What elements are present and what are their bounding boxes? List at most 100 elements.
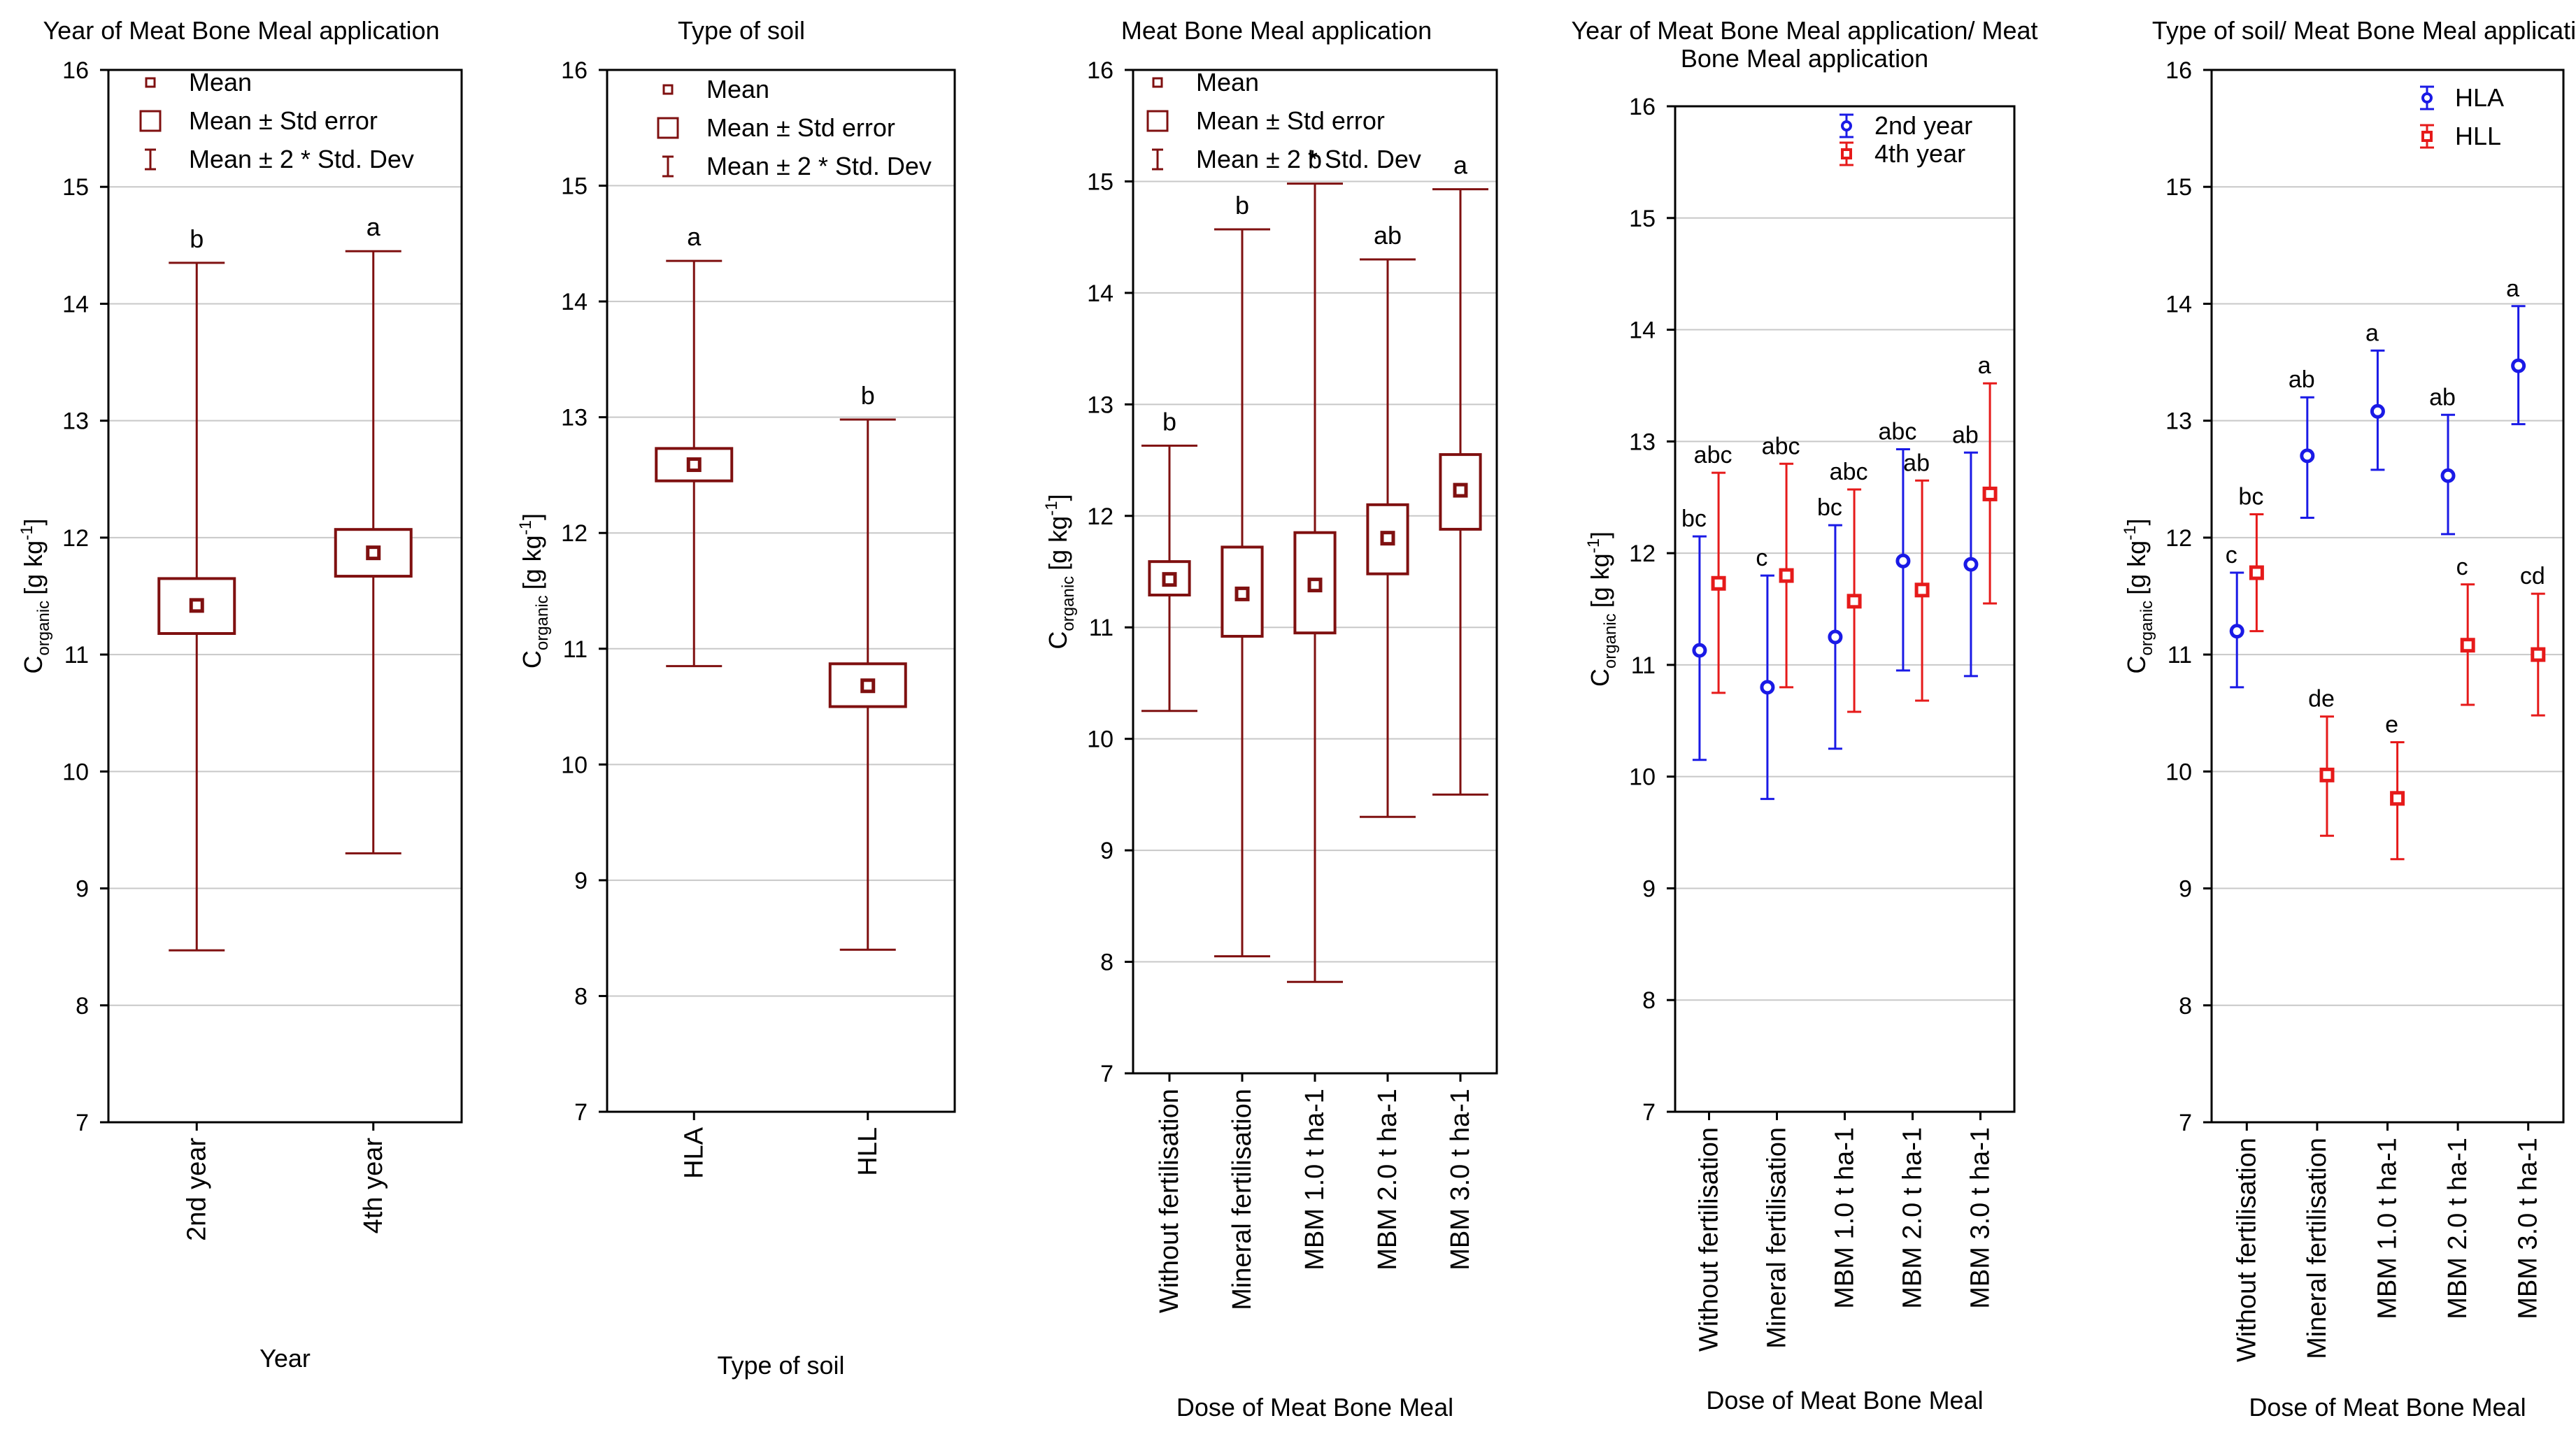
data-point	[2249, 565, 2264, 580]
group-letter: abc	[1830, 459, 1868, 485]
data-point	[2370, 403, 2385, 419]
group-letter: a	[1453, 151, 1468, 180]
y-axis-label-main: C	[518, 650, 546, 668]
data-point	[1760, 680, 1775, 695]
y-tick-label: 12	[62, 525, 89, 552]
group-letter: bc	[1817, 494, 1842, 521]
legend: HLA HLL	[2420, 83, 2504, 150]
y-axis-label: Corganic [g kg-1]	[1584, 531, 1620, 687]
y-tick-label: 8	[2179, 993, 2192, 1019]
legend-label: 4th year	[1874, 139, 1965, 168]
mean-marker	[1162, 572, 1177, 587]
box-group: b	[828, 381, 907, 951]
y-axis-label-close: ]	[19, 518, 48, 525]
y-axis-label-unit: [g kg	[2122, 541, 2151, 595]
y-tick-label: 10	[561, 752, 588, 778]
y-axis-label-main: C	[1044, 631, 1072, 650]
data-point	[1711, 575, 1726, 591]
legend-label: 2nd year	[1874, 111, 1972, 140]
y-tick-label: 16	[2165, 57, 2192, 84]
y-tick-label: 8	[76, 993, 89, 1019]
y-tick-label: 15	[1087, 169, 1113, 195]
x-tick-label: MBM 2.0 t ha-1	[1898, 1127, 1928, 1309]
y-tick-label: 9	[1642, 875, 1656, 902]
group-letter: ab	[1903, 450, 1930, 476]
legend-mean-symbol	[145, 77, 156, 88]
group-letter: bc	[2238, 483, 2263, 510]
y-tick-label: 8	[574, 983, 588, 1010]
data-point	[1779, 568, 1794, 583]
y-tick-label: 15	[2165, 174, 2192, 201]
data-point	[1982, 486, 1998, 501]
group-letter: b	[1162, 407, 1176, 436]
group-letter: abc	[1694, 442, 1732, 468]
y-tick-label: 7	[2179, 1110, 2192, 1136]
data-point	[1963, 557, 1979, 572]
x-axis-label: Dose of Meat Bone Meal	[2249, 1393, 2526, 1422]
x-tick-label: 4th year	[359, 1138, 388, 1234]
mean-marker	[1234, 586, 1250, 601]
y-tick-label: 11	[64, 642, 89, 668]
y-tick-label: 8	[1642, 987, 1656, 1014]
chart-title: Year of Meat Bone Meal application	[43, 16, 439, 45]
legend-mean-symbol	[1152, 77, 1163, 88]
x-tick-label: Without fertilisation	[2232, 1138, 2261, 1362]
x-axis-label: Type of soil	[717, 1351, 844, 1380]
legend-label: HLA	[2455, 83, 2504, 112]
y-axis-label-sup: -1	[17, 525, 36, 540]
x-tick-label: MBM 1.0 t ha-1	[1300, 1089, 1330, 1271]
data-point	[2531, 647, 2546, 662]
y-axis-label-close: ]	[2122, 518, 2151, 525]
group-letter: a	[367, 213, 381, 241]
plot-frame	[107, 69, 463, 1124]
legend-label: Mean ± Std error	[1196, 106, 1385, 135]
group-letter: ab	[2429, 384, 2456, 410]
y-axis-label-main: C	[19, 656, 48, 674]
box-group: b	[157, 224, 236, 952]
legend-marker	[2421, 131, 2433, 142]
group-letter: abc	[1879, 419, 1917, 445]
group-letter: b	[1235, 191, 1249, 220]
group-letter: ab	[1374, 221, 1402, 250]
y-axis-label: Corganic [g kg-1]	[516, 513, 552, 668]
x-tick-label: MBM 3.0 t ha-1	[1966, 1127, 1995, 1309]
y-tick-label: 13	[561, 405, 588, 431]
y-tick-label: 14	[1087, 280, 1113, 307]
chart-title: Type of soil/ Meat Bone Meal application	[2152, 16, 2576, 45]
y-tick-label: 16	[1629, 94, 1656, 120]
y-tick-label: 9	[574, 868, 588, 894]
y-tick-label: 13	[1629, 429, 1656, 455]
x-tick-label: Mineral fertilisation	[2303, 1138, 2332, 1359]
chart-panel-1: 7 8 9 10 11 12 13 14 15 16 2nd year 4th year Year of…	[17, 16, 463, 1373]
data-point	[2440, 468, 2456, 483]
chart-panel-2: 7 8 9 10 11 12 13 14 15 16 HLA HLL Type of soil Type …	[516, 16, 956, 1380]
group-letter: c	[2456, 554, 2468, 580]
y-tick-label: 15	[561, 173, 588, 200]
x-tick-label: MBM 3.0 t ha-1	[2514, 1138, 2543, 1319]
y-tick-label: 12	[561, 520, 588, 547]
x-tick-label: 2nd year	[182, 1138, 211, 1241]
y-axis-label-unit: [g kg	[1586, 553, 1614, 608]
y-axis-label-sub: organic	[1059, 576, 1078, 631]
mean-marker	[1453, 482, 1468, 498]
y-tick-label: 10	[1629, 764, 1656, 791]
y-tick-label: 14	[62, 291, 89, 317]
legend-label: Mean ± 2 * Std. Dev	[1196, 145, 1421, 173]
legend-label: Mean	[706, 75, 769, 103]
y-tick-label: 15	[1629, 206, 1656, 232]
legend-marker	[1841, 148, 1852, 159]
y-axis-label-close: ]	[1044, 494, 1072, 501]
group-letter: c	[1756, 545, 1767, 571]
group-letter: e	[2385, 712, 2398, 738]
mean-marker	[366, 545, 381, 561]
group-letter: a	[1978, 352, 1991, 379]
x-axis-label: Year	[259, 1344, 311, 1373]
y-axis-label-sup: -1	[1042, 501, 1061, 515]
data-point	[1895, 553, 1911, 568]
legend: Mean Mean ± Std error Mean ± 2 * Std. Dev	[139, 68, 414, 173]
legend-label: Mean ± 2 * Std. Dev	[706, 152, 932, 180]
chart-title: Type of soil	[678, 16, 805, 45]
legend-marker	[2421, 92, 2433, 103]
chart-title-line: Year of Meat Bone Meal application/ Meat	[1571, 16, 2037, 45]
